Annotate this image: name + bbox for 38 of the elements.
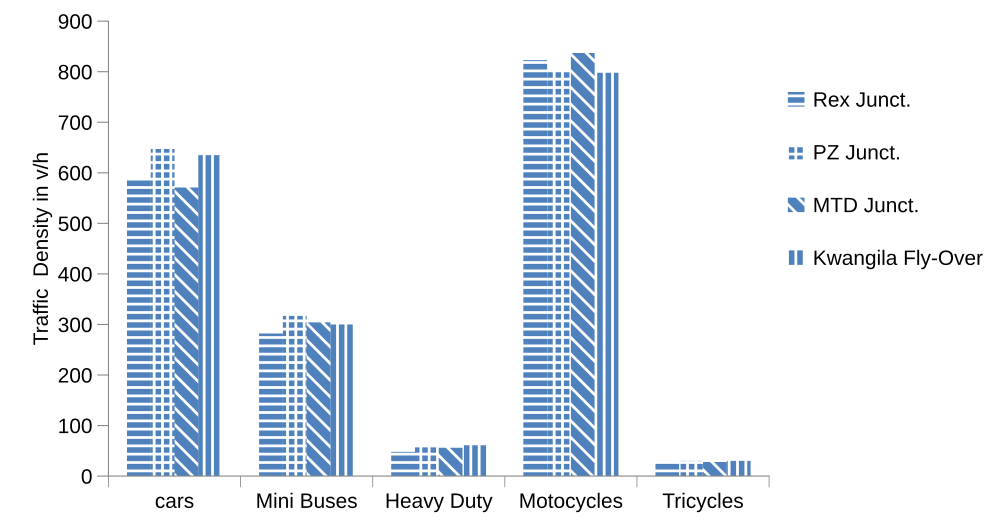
x-tick-label: Motocycles — [520, 492, 622, 512]
y-tick-label: 500 — [58, 216, 92, 232]
bar — [174, 187, 198, 476]
y-tick-label: 900 — [58, 14, 92, 29]
y-tick-label: 800 — [58, 64, 92, 80]
bar — [391, 452, 415, 476]
bar — [259, 334, 283, 476]
bar — [703, 462, 727, 476]
y-tick-label: 100 — [59, 418, 92, 434]
x-tick-label: cars — [156, 496, 194, 508]
x-tick-label: Tricycles — [662, 492, 743, 512]
x-tick-label: Heavy Duty — [386, 494, 493, 512]
x-tick-label: Mini Buses — [257, 492, 357, 508]
y-tick-label: 0 — [82, 469, 92, 484]
legend-label: Rex Junct. — [814, 92, 910, 107]
y-tick-label: 400 — [58, 266, 92, 282]
y-tick-label: 300 — [58, 317, 92, 332]
y-tick-label: 700 — [58, 115, 92, 130]
bar — [726, 460, 751, 476]
bar — [438, 448, 463, 476]
legend-label: Kwangila Fly-Over — [814, 250, 983, 270]
bar — [150, 149, 175, 476]
bar — [414, 447, 439, 476]
bar — [679, 460, 704, 476]
bar — [523, 60, 548, 476]
legend-label: MTD Junct. — [814, 198, 918, 212]
bar — [462, 445, 486, 476]
bar — [655, 462, 680, 476]
bar — [594, 72, 618, 476]
y-axis-title: Traffic Density in v/h — [32, 153, 52, 345]
legend-label: PZ Junct. — [814, 145, 899, 160]
y-tick-label: 200 — [58, 368, 92, 383]
bar — [570, 53, 595, 476]
bar — [198, 155, 222, 476]
bar — [330, 324, 354, 476]
bar — [306, 322, 330, 476]
y-tick-label: 600 — [58, 166, 92, 181]
bar — [282, 316, 307, 476]
